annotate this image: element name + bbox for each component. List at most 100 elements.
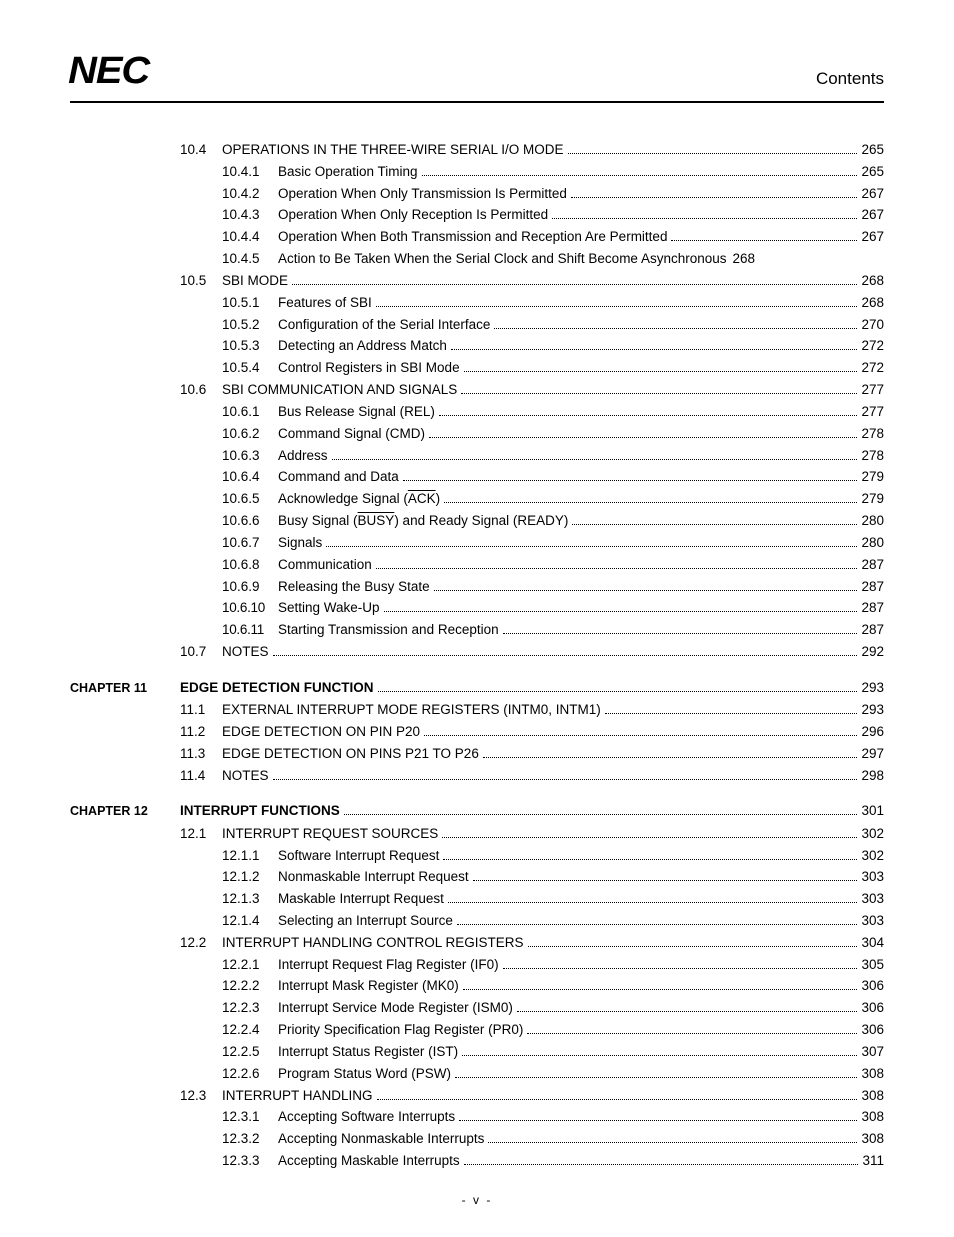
toc-entry[interactable]: 12.2.5Interrupt Status Register (IST)307	[70, 1041, 884, 1062]
toc-entry[interactable]: 10.6.6Busy Signal (BUSY) and Ready Signa…	[70, 510, 884, 531]
header-title: Contents	[816, 69, 884, 93]
leader-dots	[528, 946, 858, 947]
toc-entry[interactable]: 10.4.3Operation When Only Reception Is P…	[70, 204, 884, 225]
toc-entry[interactable]: 10.4.2Operation When Only Transmission I…	[70, 183, 884, 204]
toc-entry[interactable]: 12.3.3Accepting Maskable Interrupts311	[70, 1150, 884, 1171]
page-number: 268	[733, 248, 756, 269]
chapter-label: CHAPTER 12	[70, 802, 180, 822]
page-number-footer: - v -	[70, 1193, 884, 1207]
toc-entry[interactable]: 10.6.4Command and Data279	[70, 466, 884, 487]
toc-entry[interactable]: 10.5.1Features of SBI 268	[70, 292, 884, 313]
toc-entry[interactable]: 12.2.4Priority Specification Flag Regist…	[70, 1019, 884, 1040]
subsection-number: 10.6.5	[222, 488, 278, 509]
toc-entry[interactable]: 10.6.1Bus Release Signal (REL)277	[70, 401, 884, 422]
toc-entry[interactable]: 11.2EDGE DETECTION ON PIN P20296	[70, 721, 884, 742]
toc-entry[interactable]: 12.1.4Selecting an Interrupt Source303	[70, 910, 884, 931]
toc-entry[interactable]: 12.2.3Interrupt Service Mode Register (I…	[70, 997, 884, 1018]
toc-entry[interactable]: 12.2.2Interrupt Mask Register (MK0)306	[70, 975, 884, 996]
page-number: 298	[861, 765, 884, 786]
subsection-number: 12.1.1	[222, 845, 278, 866]
toc-entry[interactable]: 12.1INTERRUPT REQUEST SOURCES302	[70, 823, 884, 844]
entry-title: Interrupt Service Mode Register (ISM0)	[278, 997, 513, 1018]
section-number: 10.6	[180, 379, 222, 400]
toc-entry[interactable]: 10.5SBI MODE268	[70, 270, 884, 291]
subsection-number: 10.4.3	[222, 204, 278, 225]
entry-title: Busy Signal (BUSY) and Ready Signal (REA…	[278, 510, 568, 531]
leader-dots	[376, 568, 858, 569]
entry-title: Features of SBI	[278, 292, 372, 313]
subsection-number: 10.6.10	[222, 597, 278, 618]
page-number: 270	[861, 314, 884, 335]
leader-dots	[448, 902, 858, 903]
toc-entry[interactable]: 11.3EDGE DETECTION ON PINS P21 TO P26297	[70, 743, 884, 764]
toc-entry[interactable]: 10.6.7Signals280	[70, 532, 884, 553]
toc-entry[interactable]: 10.6.10Setting Wake-Up287	[70, 597, 884, 618]
toc-entry[interactable]: 12.1.1Software Interrupt Request 302	[70, 845, 884, 866]
page-number: 268	[861, 292, 884, 313]
entry-title: Software Interrupt Request	[278, 845, 439, 866]
entry-title: Interrupt Mask Register (MK0)	[278, 975, 459, 996]
leader-dots	[552, 218, 857, 219]
page-number: 277	[861, 379, 884, 400]
toc-entry[interactable]: 12.3.1Accepting Software Interrupts308	[70, 1106, 884, 1127]
leader-dots	[464, 1164, 859, 1165]
page-number: 268	[861, 270, 884, 291]
entry-title: INTERRUPT REQUEST SOURCES	[222, 823, 438, 844]
entry-title: NOTES	[222, 765, 269, 786]
leader-dots	[344, 814, 858, 815]
toc-entry[interactable]: 11.4NOTES298	[70, 765, 884, 786]
page-number: 267	[861, 204, 884, 225]
toc-entry[interactable]: 10.6.2Command Signal (CMD)278	[70, 423, 884, 444]
toc-entry[interactable]: 12.3INTERRUPT HANDLING308	[70, 1085, 884, 1106]
entry-title: Action to Be Taken When the Serial Clock…	[278, 248, 727, 269]
leader-dots	[455, 1077, 857, 1078]
toc-entry[interactable]: 12.1.3Maskable Interrupt Request303	[70, 888, 884, 909]
toc-entry[interactable]: 10.6SBI COMMUNICATION AND SIGNALS277	[70, 379, 884, 400]
toc-entry[interactable]: 10.5.3Detecting an Address Match272	[70, 335, 884, 356]
toc-entry[interactable]: 10.4.4Operation When Both Transmission a…	[70, 226, 884, 247]
toc-entry[interactable]: 10.7NOTES292	[70, 641, 884, 662]
entry-title: Priority Specification Flag Register (PR…	[278, 1019, 523, 1040]
entry-title: Program Status Word (PSW)	[278, 1063, 451, 1084]
subsection-number: 10.6.9	[222, 576, 278, 597]
toc-entry[interactable]: CHAPTER 11EDGE DETECTION FUNCTION293	[70, 677, 884, 699]
entry-title: Operation When Both Transmission and Rec…	[278, 226, 667, 247]
toc-entry[interactable]: 11.1EXTERNAL INTERRUPT MODE REGISTERS (I…	[70, 699, 884, 720]
toc-entry[interactable]: 10.4OPERATIONS IN THE THREE-WIRE SERIAL …	[70, 139, 884, 160]
toc-entry[interactable]: 10.6.9Releasing the Busy State287	[70, 576, 884, 597]
entry-title: Operation When Only Transmission Is Perm…	[278, 183, 567, 204]
toc-entry[interactable]: 10.5.2Configuration of the Serial Interf…	[70, 314, 884, 335]
subsection-number: 10.5.1	[222, 292, 278, 313]
section-number: 11.2	[180, 721, 222, 742]
toc-entry[interactable]: 12.1.2Nonmaskable Interrupt Request303	[70, 866, 884, 887]
page-number: 287	[861, 597, 884, 618]
page-number: 297	[861, 743, 884, 764]
page-number: 293	[861, 677, 884, 698]
toc-entry[interactable]: 12.2.1Interrupt Request Flag Register (I…	[70, 954, 884, 975]
leader-dots	[273, 779, 858, 780]
leader-dots	[422, 175, 858, 176]
leader-dots	[439, 415, 858, 416]
toc-entry[interactable]: 10.6.3Address278	[70, 445, 884, 466]
toc-entry[interactable]: 12.3.2Accepting Nonmaskable Interrupts30…	[70, 1128, 884, 1149]
entry-title: Command Signal (CMD)	[278, 423, 425, 444]
toc-entry[interactable]: 10.5.4Control Registers in SBI Mode272	[70, 357, 884, 378]
toc-entry[interactable]: 10.6.11Starting Transmission and Recepti…	[70, 619, 884, 640]
toc-entry[interactable]: 12.2INTERRUPT HANDLING CONTROL REGISTERS…	[70, 932, 884, 953]
entry-title: Operation When Only Reception Is Permitt…	[278, 204, 548, 225]
subsection-number: 10.6.3	[222, 445, 278, 466]
page-number: 272	[861, 357, 884, 378]
toc-entry[interactable]: 12.2.6Program Status Word (PSW)308	[70, 1063, 884, 1084]
subsection-number: 12.2.3	[222, 997, 278, 1018]
entry-title: Interrupt Status Register (IST)	[278, 1041, 458, 1062]
leader-dots	[377, 1099, 858, 1100]
leader-dots	[483, 757, 858, 758]
leader-dots	[503, 968, 858, 969]
toc-entry[interactable]: 10.6.8Communication287	[70, 554, 884, 575]
toc-entry[interactable]: CHAPTER 12INTERRUPT FUNCTIONS301	[70, 800, 884, 822]
chapter-label: CHAPTER 11	[70, 679, 180, 699]
toc-entry[interactable]: 10.4.5Action to Be Taken When the Serial…	[70, 248, 884, 269]
toc-entry[interactable]: 10.4.1Basic Operation Timing265	[70, 161, 884, 182]
toc-entry[interactable]: 10.6.5Acknowledge Signal (ACK)279	[70, 488, 884, 509]
page-number: 302	[861, 845, 884, 866]
